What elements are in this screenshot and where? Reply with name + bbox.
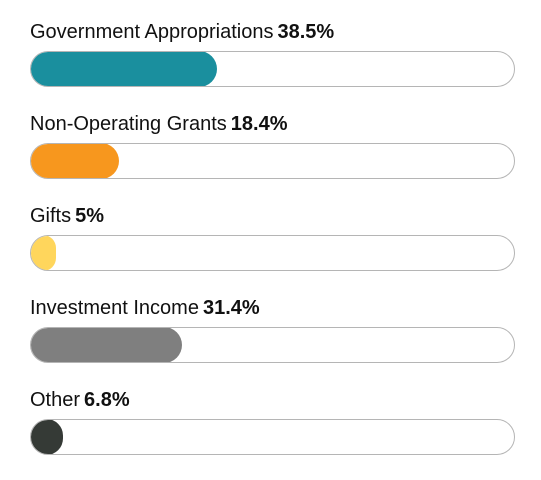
bar-fill (31, 144, 119, 178)
value-label: 18.4% (230, 113, 288, 135)
bar-row-non-operating-grants: Non-Operating Grants 18.4% (30, 110, 515, 202)
category-label: Gifts (30, 205, 72, 227)
bar-row-investment-income: Investment Income 31.4% (30, 294, 515, 386)
category-label: Non-Operating Grants (30, 113, 227, 135)
bar-label: Non-Operating Grants 18.4% (30, 110, 515, 140)
bar-row-other: Other 6.8% (30, 386, 515, 478)
value-label: 5% (75, 205, 105, 227)
bar-fill (31, 328, 182, 362)
bar-label: Other 6.8% (30, 386, 515, 416)
category-label: Investment Income (30, 297, 199, 319)
bar-fill (31, 420, 63, 454)
progress-bar-chart: Government Appropriations 38.5% Non-Opera… (30, 18, 515, 478)
bar-track (30, 51, 515, 87)
value-label: 6.8% (84, 389, 130, 411)
value-label: 31.4% (202, 297, 260, 319)
category-label: Government Appropriations (30, 21, 274, 43)
bar-row-gifts: Gifts 5% (30, 202, 515, 294)
bar-track (30, 419, 515, 455)
bar-track (30, 327, 515, 363)
bar-label: Investment Income 31.4% (30, 294, 515, 324)
category-label: Other (30, 389, 81, 411)
bar-track (30, 235, 515, 271)
bar-label: Government Appropriations 38.5% (30, 18, 515, 48)
value-label: 38.5% (277, 21, 335, 43)
bar-fill (31, 52, 217, 86)
bar-label: Gifts 5% (30, 202, 515, 232)
bar-fill (31, 236, 56, 270)
bar-row-government-appropriations: Government Appropriations 38.5% (30, 18, 515, 110)
bar-track (30, 143, 515, 179)
